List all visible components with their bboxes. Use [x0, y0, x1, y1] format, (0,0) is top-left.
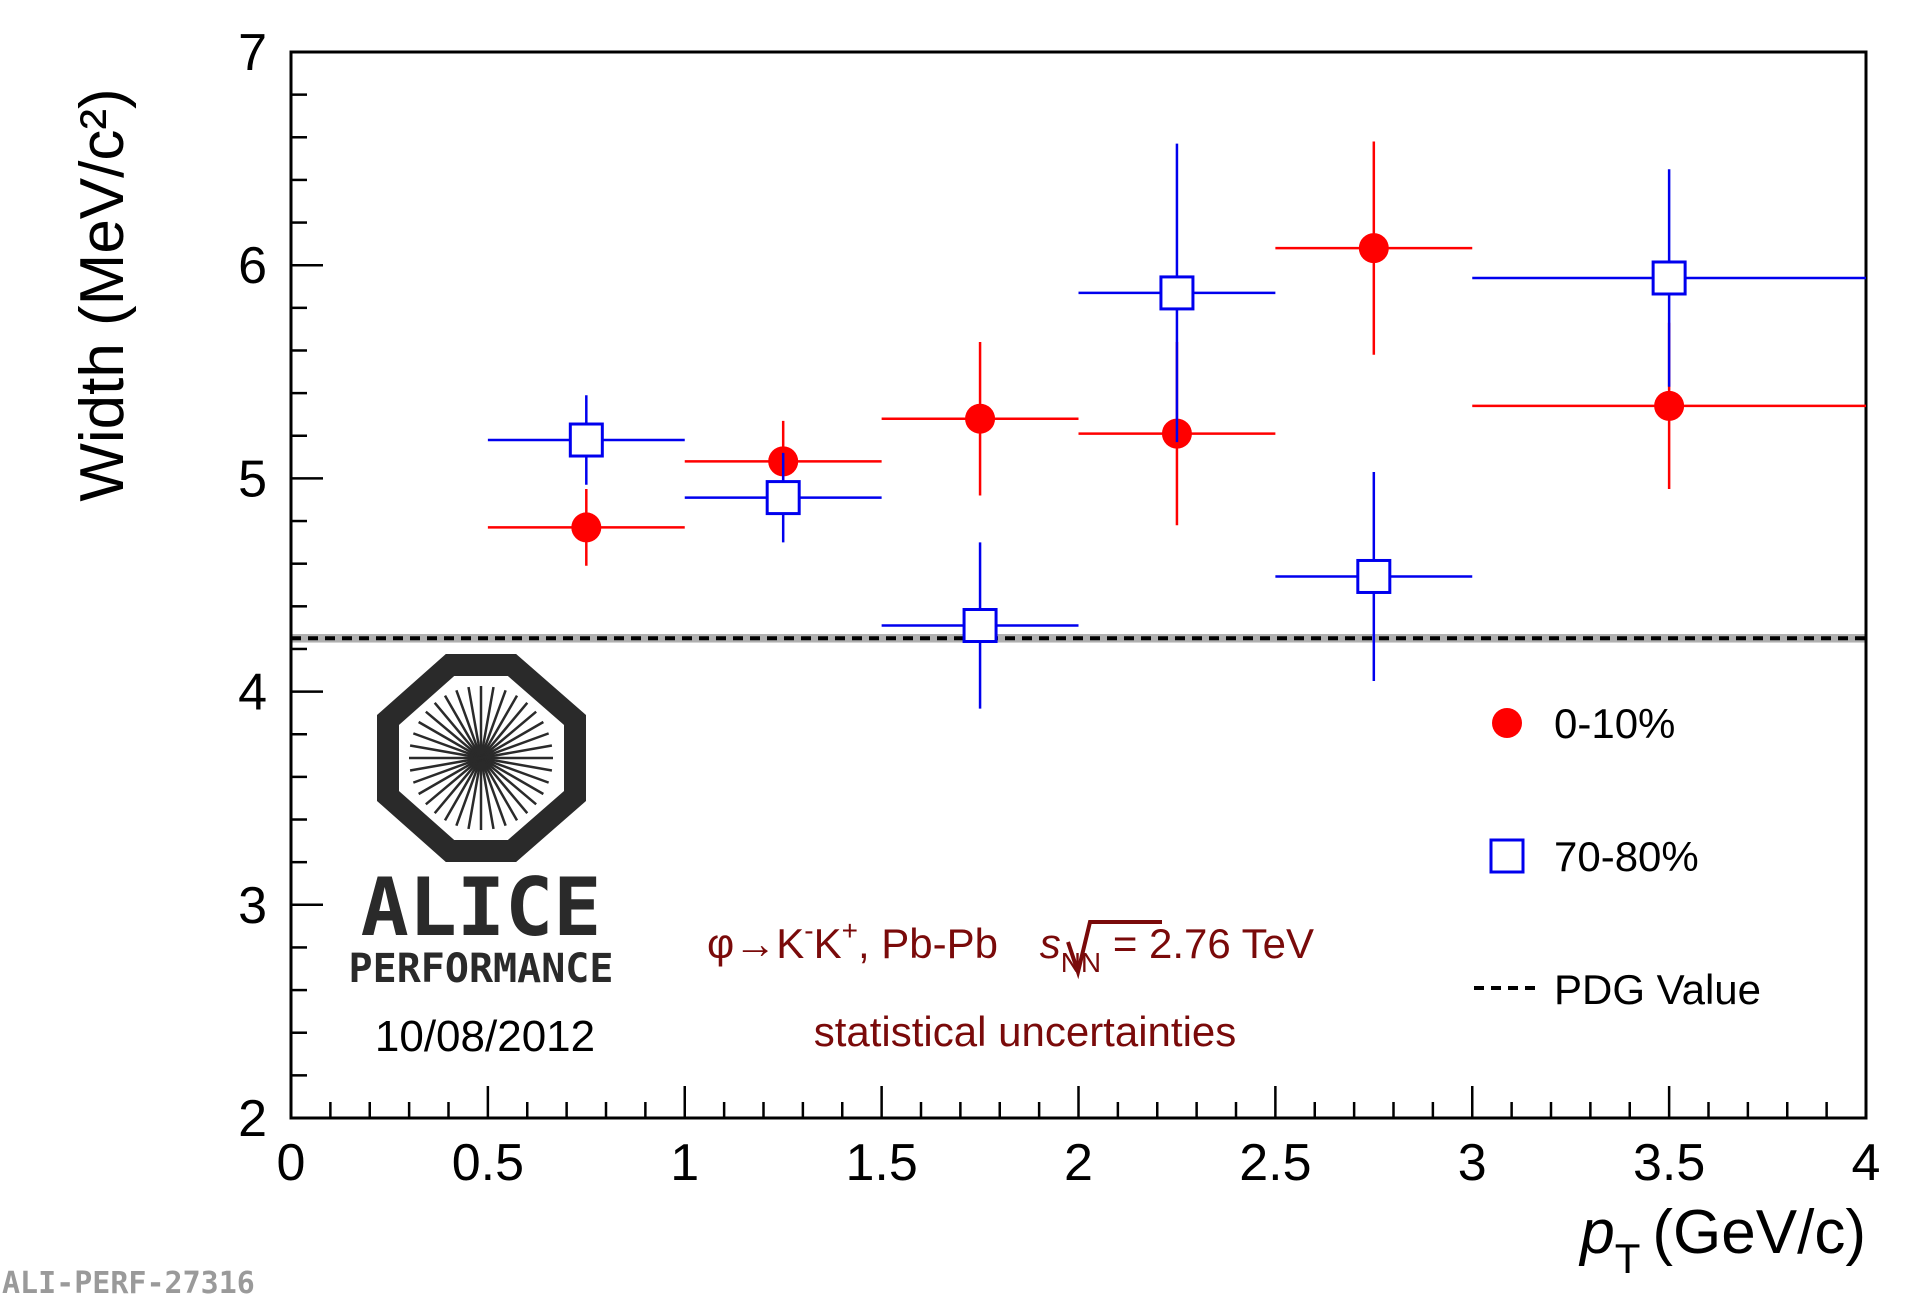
logo-date: 10/08/2012: [375, 1012, 595, 1061]
alice-logo-wordmark: ALICE: [361, 861, 602, 954]
reaction-label: φ→K-K+, Pb-Pb sNN = 2.76 TeV: [707, 915, 1314, 978]
data-point: [1356, 558, 1392, 594]
x-axis-title-unit: (GeV/c): [1652, 1198, 1866, 1267]
alice-logo: ALICE PERFORMANCE 10/08/2012: [349, 654, 614, 1061]
y-tick-label: 7: [238, 24, 267, 82]
y-tick-label: 5: [238, 450, 267, 508]
legend-label-0-10: 0-10%: [1554, 700, 1675, 747]
x-tick-label: 3.5: [1633, 1134, 1705, 1192]
x-tick-label: 0.5: [452, 1134, 524, 1192]
data-point: [1651, 260, 1687, 296]
data-point: [962, 608, 998, 644]
data-point: [965, 403, 996, 434]
x-tick-label: 2: [1064, 1134, 1093, 1192]
legend-marker-70-80: [1489, 838, 1525, 874]
logo-ray: [409, 744, 553, 772]
y-tick-labels: 2 3 4 5 6 7: [238, 24, 267, 1148]
x-axis-title: pT (GeV/c): [1578, 1198, 1866, 1282]
x-tick-labels: 0 0.5 1 1.5 2 2.5 3 3.5 4: [277, 1134, 1881, 1192]
alice-logo-performance: PERFORMANCE: [349, 946, 614, 992]
legend-label-70-80: 70-80%: [1554, 833, 1699, 880]
data-point: [568, 422, 604, 458]
y-tick-label: 4: [238, 664, 267, 722]
y-tick-label: 3: [238, 877, 267, 935]
data-point: [1654, 390, 1685, 421]
y-axis-title: Width (MeV/c²): [68, 88, 137, 501]
figure-id: ALI-PERF-27316: [2, 1266, 255, 1300]
legend-label-pdg: PDG Value: [1554, 966, 1761, 1013]
plot-frame: [289, 50, 1868, 1120]
data-point: [765, 480, 801, 516]
data-point: [1159, 275, 1195, 311]
legend: 0-10% 70-80% PDG Value: [1474, 700, 1761, 1013]
x-tick-label: 4: [1852, 1134, 1881, 1192]
x-tick-label: 2.5: [1239, 1134, 1311, 1192]
alice-logo-rays: [409, 686, 553, 830]
x-tick-label: 3: [1458, 1134, 1487, 1192]
y-tick-label: 2: [238, 1090, 267, 1148]
x-tick-label: 0: [277, 1134, 306, 1192]
legend-marker-0-10: [1492, 708, 1522, 738]
data-series: [487, 141, 1866, 709]
x-axis-title-sub: T: [1615, 1235, 1641, 1282]
axis-ticks: [289, 50, 1868, 1120]
sqrt-symbol: [1066, 920, 1162, 980]
uncertainty-note: statistical uncertainties: [814, 1008, 1237, 1055]
data-point: [571, 512, 602, 543]
y-tick-label: 6: [238, 237, 267, 295]
pdg-reference: [291, 634, 1866, 643]
data-point: [1358, 233, 1389, 264]
x-tick-label: 1.5: [845, 1134, 917, 1192]
x-tick-label: 1: [670, 1134, 699, 1192]
reaction-annotation: φ→K-K+, Pb-Pb sNN = 2.76 TeV statistical…: [707, 915, 1314, 1055]
x-axis-title-symbol: p: [1578, 1198, 1614, 1267]
series-70-80pct: [487, 143, 1866, 709]
